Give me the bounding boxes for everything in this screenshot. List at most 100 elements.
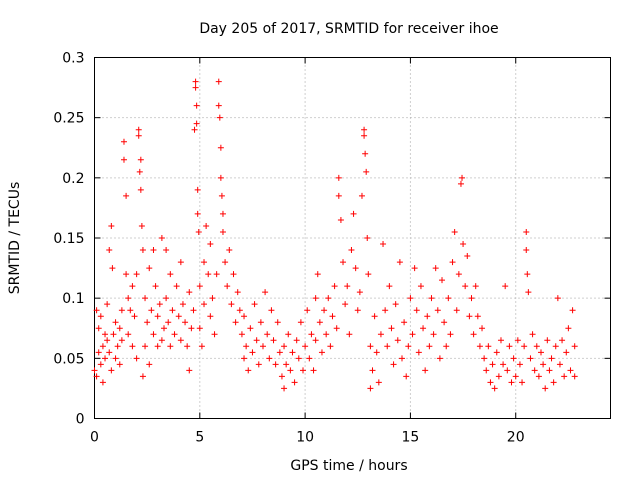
data-point bbox=[127, 307, 134, 314]
data-point bbox=[460, 241, 467, 248]
y-tick-label: 0.15 bbox=[53, 231, 84, 247]
data-point bbox=[375, 379, 382, 386]
data-point bbox=[293, 337, 300, 344]
x-axis-label: GPS time / hours bbox=[290, 458, 407, 474]
data-point bbox=[506, 343, 513, 350]
data-point bbox=[455, 271, 462, 278]
data-point bbox=[165, 319, 172, 326]
data-point bbox=[222, 259, 229, 266]
data-point bbox=[323, 331, 330, 338]
data-point bbox=[527, 355, 534, 362]
data-point bbox=[361, 126, 368, 133]
data-point bbox=[415, 349, 422, 356]
data-point bbox=[344, 283, 351, 290]
data-point bbox=[230, 271, 237, 278]
data-point bbox=[102, 355, 109, 362]
data-point bbox=[95, 349, 102, 356]
data-point bbox=[184, 343, 191, 350]
data-point bbox=[550, 379, 557, 386]
data-point bbox=[367, 343, 374, 350]
data-point bbox=[116, 325, 123, 332]
data-point bbox=[493, 349, 500, 356]
data-point bbox=[569, 307, 576, 314]
data-point bbox=[331, 283, 338, 290]
data-point bbox=[302, 343, 309, 350]
data-point bbox=[213, 271, 220, 278]
data-point bbox=[188, 325, 195, 332]
data-point bbox=[500, 361, 507, 368]
data-point bbox=[228, 301, 235, 308]
data-point bbox=[95, 325, 102, 332]
data-point bbox=[186, 367, 193, 374]
data-point bbox=[203, 222, 210, 229]
chart-title: Day 205 of 2017, SRMTID for receiver iho… bbox=[199, 21, 498, 37]
data-point bbox=[205, 271, 212, 278]
data-point bbox=[337, 216, 344, 223]
data-point bbox=[369, 367, 376, 374]
data-point bbox=[352, 265, 359, 272]
data-point bbox=[217, 174, 224, 181]
data-point bbox=[215, 78, 222, 85]
data-point bbox=[278, 373, 285, 380]
data-point bbox=[377, 331, 384, 338]
data-point bbox=[215, 102, 222, 109]
data-point bbox=[177, 259, 184, 266]
data-point bbox=[371, 313, 378, 320]
data-point bbox=[158, 235, 165, 241]
data-point bbox=[148, 307, 155, 314]
data-point bbox=[318, 349, 325, 356]
data-point bbox=[314, 271, 321, 278]
data-point bbox=[112, 355, 119, 362]
data-point bbox=[300, 367, 307, 374]
data-point bbox=[91, 367, 98, 374]
data-point bbox=[191, 126, 198, 133]
x-tick-label: 5 bbox=[195, 430, 204, 446]
data-point bbox=[137, 156, 144, 163]
data-point bbox=[432, 265, 439, 272]
data-point bbox=[196, 325, 203, 332]
data-point bbox=[104, 337, 111, 344]
data-point bbox=[428, 295, 435, 302]
data-point bbox=[537, 349, 544, 356]
data-point bbox=[380, 241, 387, 248]
data-point bbox=[348, 247, 355, 254]
data-point bbox=[106, 349, 113, 356]
data-point bbox=[194, 210, 201, 217]
data-point bbox=[193, 102, 200, 109]
data-point bbox=[457, 180, 464, 187]
y-tick-label: 0.1 bbox=[62, 291, 84, 307]
data-point bbox=[466, 313, 473, 320]
data-point bbox=[156, 301, 163, 308]
data-point bbox=[447, 331, 454, 338]
data-point bbox=[247, 325, 254, 332]
data-point bbox=[354, 307, 361, 314]
data-point bbox=[356, 289, 363, 296]
data-point bbox=[289, 349, 296, 356]
data-point bbox=[554, 295, 561, 302]
data-point bbox=[123, 192, 130, 199]
x-tick-label: 10 bbox=[296, 430, 314, 446]
data-point bbox=[209, 295, 216, 302]
data-point bbox=[123, 271, 130, 278]
data-point bbox=[312, 295, 319, 302]
data-point bbox=[193, 120, 200, 127]
data-point bbox=[226, 247, 233, 254]
data-point bbox=[411, 265, 418, 272]
data-point bbox=[445, 295, 452, 302]
data-point bbox=[363, 168, 370, 175]
data-point bbox=[479, 325, 486, 332]
data-point bbox=[192, 84, 199, 91]
data-point bbox=[219, 228, 226, 235]
data-point bbox=[384, 343, 391, 350]
data-point bbox=[264, 331, 271, 338]
data-point bbox=[524, 271, 531, 278]
data-point bbox=[118, 307, 125, 314]
data-point bbox=[548, 355, 555, 362]
data-point bbox=[232, 319, 239, 326]
data-point bbox=[179, 301, 186, 308]
data-point bbox=[167, 343, 174, 350]
data-point bbox=[97, 313, 104, 320]
data-point bbox=[291, 379, 298, 386]
data-point bbox=[173, 283, 180, 290]
data-point bbox=[474, 313, 481, 320]
